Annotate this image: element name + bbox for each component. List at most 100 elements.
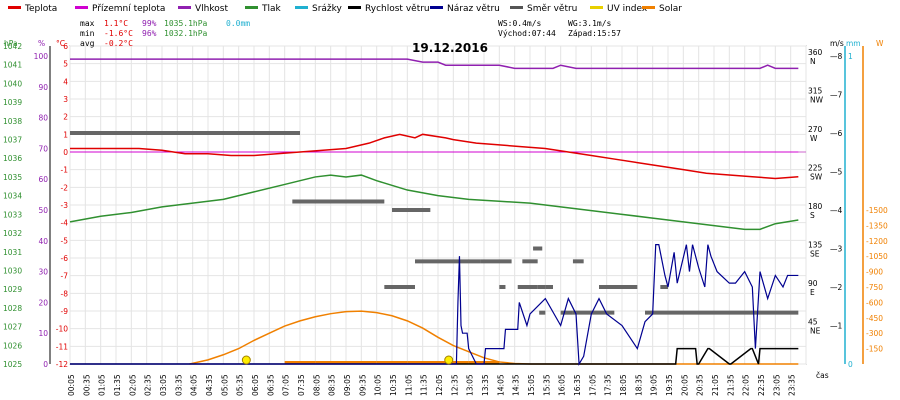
tick-x: 04:05 — [190, 374, 199, 396]
tick-hpa: 1041 — [3, 61, 22, 70]
tick-temp: -8 — [61, 289, 69, 298]
legend-item: Teplota — [8, 4, 57, 14]
legend-label: Přízemní teplota — [92, 4, 165, 14]
legend-swatch — [295, 6, 308, 9]
tick-x: 02:35 — [144, 374, 153, 396]
tick-x: 22:05 — [742, 374, 751, 396]
tick-x: 03:05 — [159, 374, 168, 396]
tick-pct: 50 — [38, 206, 48, 215]
tick-x: 10:35 — [389, 374, 398, 396]
tick-w: -900 — [866, 268, 883, 277]
tick-ms: —2 — [830, 283, 843, 292]
tick-x: 11:35 — [420, 374, 429, 396]
tick-dir: 90 — [808, 279, 818, 288]
legend-label: Solar — [659, 4, 682, 14]
tick-temp: 6 — [63, 42, 68, 51]
tick-temp: -11 — [56, 342, 68, 351]
legend: Teplota Přízemní teplota Vlhkost Tlak Srážky… — [8, 4, 682, 14]
tick-dir-label: S — [810, 211, 815, 220]
legend-swatch — [510, 6, 523, 9]
marker-sunset — [444, 355, 454, 365]
legend-item: Přízemní teplota — [75, 4, 165, 14]
tick-x: 16:35 — [573, 374, 582, 396]
tick-ms: —7 — [830, 91, 843, 100]
stat-sunrise: Východ:07:44 — [498, 29, 556, 38]
stat-temp-min: -1.6°C — [104, 29, 133, 38]
tick-hpa: 1033 — [3, 210, 22, 219]
tick-temp: 3 — [63, 95, 68, 104]
tick-hpa: 1030 — [3, 266, 22, 275]
legend-label: Náraz větru — [447, 4, 500, 14]
tick-temp: -5 — [61, 236, 69, 245]
tick-temp: -6 — [61, 254, 69, 263]
tick-hpa: 1028 — [3, 304, 22, 313]
axis-temp-unit: °C — [56, 39, 65, 48]
tick-dir-label: W — [810, 134, 818, 143]
wind-direction-series — [70, 131, 799, 315]
solar-bar — [315, 361, 346, 364]
tick-x: 05:35 — [236, 374, 245, 396]
tick-x: 08:35 — [328, 374, 337, 396]
tick-x: 21:05 — [711, 374, 720, 396]
tick-mm: 0 — [848, 360, 853, 369]
tick-x: 08:05 — [312, 374, 321, 396]
tick-x: 02:05 — [128, 374, 137, 396]
tick-mm: 1 — [848, 52, 853, 61]
tick-pct: 60 — [38, 175, 48, 184]
tick-x: 00:05 — [67, 374, 76, 396]
tick-dir: 315 — [808, 87, 823, 96]
tick-x: 21:35 — [726, 374, 735, 396]
tick-pct: 80 — [38, 114, 48, 123]
tick-x: 20:05 — [680, 374, 689, 396]
tick-temp: 2 — [63, 113, 68, 122]
legend-item: Solar — [642, 4, 682, 14]
tick-x: 17:05 — [588, 374, 597, 396]
tick-hpa: 1026 — [3, 341, 22, 350]
axis-ms-unit: m/s — [830, 39, 844, 48]
legend-label: Směr větru — [527, 4, 577, 14]
tick-x: 10:05 — [374, 374, 383, 396]
tick-dir-label: SE — [810, 250, 820, 259]
tick-x: 14:05 — [496, 374, 505, 396]
tick-w: -1500 — [866, 206, 888, 215]
wind-speed-series — [70, 347, 799, 365]
legend-item: Tlak — [245, 4, 282, 14]
tick-dir: 135 — [808, 241, 823, 250]
tick-w: -1200 — [866, 237, 888, 246]
tick-ms: —8 — [830, 52, 843, 61]
tick-x: 07:05 — [282, 374, 291, 396]
stats: max 1.1°C 99% 1035.1hPa 0.0mm min -1.6°C 96% 103… — [80, 19, 621, 48]
stat-press-min: 1032.1hPa — [164, 29, 208, 38]
tick-x: 17:35 — [604, 374, 613, 396]
legend-label: Tlak — [261, 4, 282, 14]
axis-pct-unit: % — [38, 39, 45, 48]
tick-x: 03:35 — [174, 374, 183, 396]
tick-x: 23:35 — [788, 374, 797, 396]
tick-temp: -12 — [56, 360, 68, 369]
tick-x: 19:05 — [650, 374, 659, 396]
tick-temp: -3 — [61, 201, 69, 210]
tick-w: -450 — [866, 314, 883, 323]
tick-pct: 90 — [38, 83, 48, 92]
tick-dir-label: E — [810, 288, 815, 297]
tick-pct: 10 — [38, 329, 48, 338]
tick-pct: 20 — [38, 298, 48, 307]
solar-bar — [376, 361, 408, 364]
tick-x: 04:35 — [205, 374, 214, 396]
chart-title: 19.12.2016 — [412, 41, 488, 55]
solar-series — [189, 310, 799, 365]
tick-hpa: 1040 — [3, 79, 22, 88]
tick-x: 01:35 — [113, 374, 122, 396]
stat-temp-avg: -0.2°C — [104, 39, 133, 48]
legend-item: Rychlost větru — [348, 4, 430, 14]
tick-x: 00:35 — [82, 374, 91, 396]
tick-x: 06:35 — [266, 374, 275, 396]
tick-pct: 70 — [38, 144, 48, 153]
tick-x: 07:35 — [297, 374, 306, 396]
tick-x: 09:35 — [358, 374, 367, 396]
tick-ms: —3 — [830, 245, 843, 254]
stat-hum-min: 96% — [142, 29, 157, 38]
tick-hpa: 1038 — [3, 117, 22, 126]
legend-item: Srážky — [295, 4, 343, 14]
